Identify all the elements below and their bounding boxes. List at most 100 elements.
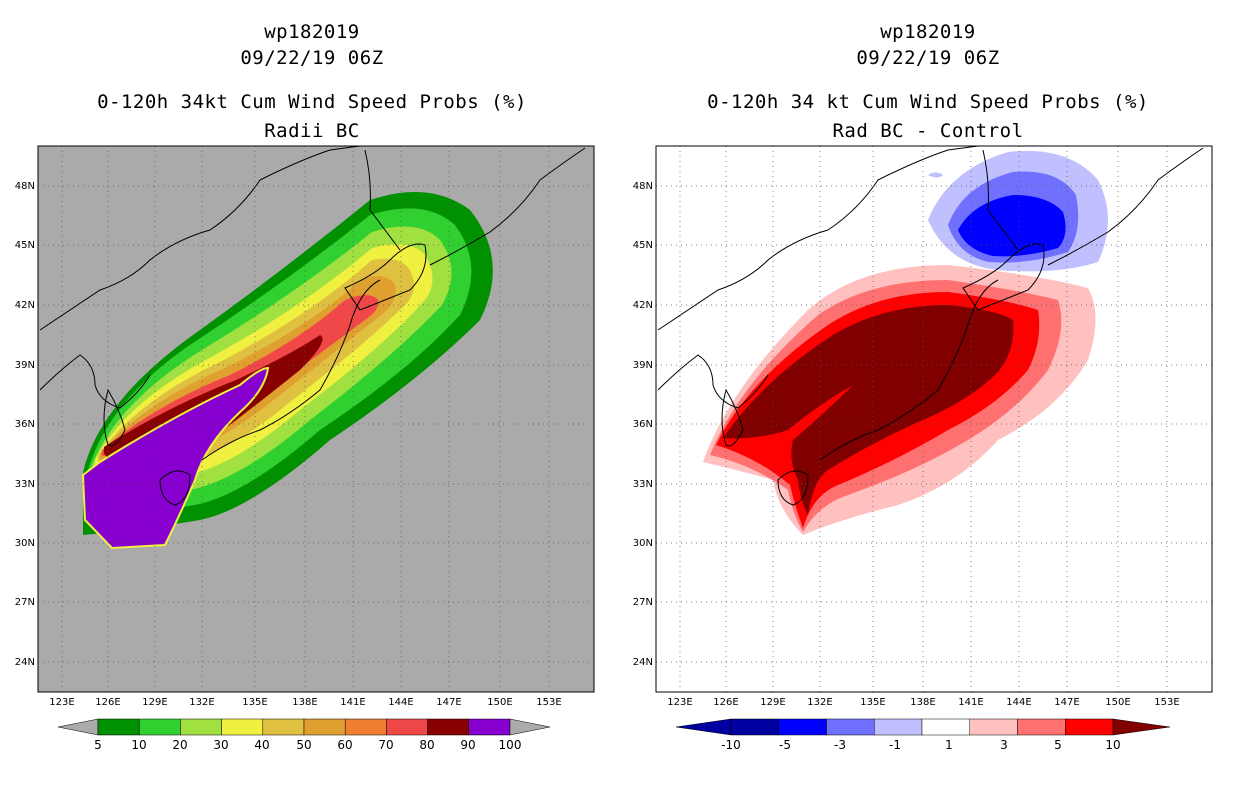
lat-label: 39N [633,360,653,371]
right-positive-contours [703,265,1096,535]
lat-label: 48N [15,181,35,192]
colorbar-label: 30 [213,738,228,752]
colorbar-label: 80 [419,738,434,752]
lon-label: 129E [142,697,167,708]
right-lat-labels: 48N 45N 42N 39N 36N 33N 30N 27N 24N [633,181,653,668]
lon-label: 135E [242,697,267,708]
lon-label: 123E [49,697,74,708]
lat-label: 27N [633,597,653,608]
lon-label: 132E [189,697,214,708]
lon-label: 126E [713,697,738,708]
colorbar-label: 100 [499,738,522,752]
colorbar-label: 10 [1105,738,1120,752]
colorbar-swatch [303,718,346,736]
colorbar-swatch [921,718,970,736]
left-gridlines [38,146,594,692]
colorbar-swatch [138,718,181,736]
lat-label: 24N [633,657,653,668]
lon-label: 141E [340,697,365,708]
left-title-date: 09/22/19 06Z [240,47,384,69]
colorbar-swatch [1017,718,1066,736]
lat-label: 42N [15,300,35,311]
colorbar-label: 5 [94,738,102,752]
right-gridlines [656,146,1212,692]
left-lon-labels: 123E 126E 129E 132E 135E 138E 141E 144E … [49,697,561,708]
lon-label: 138E [910,697,935,708]
lon-label: 153E [536,697,561,708]
right-title-storm-id: wp182019 [880,21,976,43]
right-coastlines [657,145,1204,506]
lon-label: 123E [667,697,692,708]
right-map-frame [655,145,1213,693]
lat-label: 45N [15,240,35,251]
colorbar-swatch [386,718,428,736]
lon-label: 135E [860,697,885,708]
colorbar-swatch [262,718,305,736]
lat-label: 39N [15,360,35,371]
colorbar-label: 60 [337,738,352,752]
left-title-storm-id: wp182019 [264,21,360,43]
lat-label: 42N [633,300,653,311]
colorbar-swatch [778,718,827,736]
colorbar-label: 5 [1054,738,1062,752]
lon-label: 132E [807,697,832,708]
colorbar-swatch [427,718,470,736]
lon-label: 147E [1054,697,1079,708]
left-title-subtitle: Radii BC [264,120,360,142]
colorbar-label: 90 [460,738,475,752]
lat-label: 45N [633,240,653,251]
lat-label: 48N [633,181,653,192]
right-title-subtitle: Rad BC - Control [832,120,1024,142]
colorbar-swatch [1065,718,1114,736]
colorbar-swatch [97,718,140,736]
lon-label: 141E [958,697,983,708]
left-colorbar: 5 10 20 30 40 50 60 70 80 90 100 [57,718,551,752]
lon-label: 144E [388,697,413,708]
colorbar-low-arrow [57,718,99,736]
colorbar-label: -3 [834,738,846,752]
lat-label: 36N [633,419,653,430]
colorbar-label: -5 [779,738,791,752]
lon-label: 147E [436,697,461,708]
lat-label: 33N [633,479,653,490]
left-map-frame [37,145,595,693]
right-title-date: 09/22/19 06Z [856,47,1000,69]
colorbar-label: 50 [296,738,311,752]
lat-label: 30N [633,538,653,549]
colorbar-label: 1 [945,738,953,752]
left-coastlines [39,145,586,506]
lat-label: 33N [15,479,35,490]
right-map-panel: 48N 45N 42N 39N 36N 33N 30N 27N 24N 123E… [633,145,1213,752]
right-title-product: 0-120h 34 kt Cum Wind Speed Probs (%) [707,91,1149,113]
colorbar-swatch [730,718,779,736]
right-negative-contours [928,150,1108,272]
colorbar-label: 70 [378,738,393,752]
left-title-product: 0-120h 34kt Cum Wind Speed Probs (%) [97,91,527,113]
lon-label: 150E [487,697,512,708]
colorbar-swatch [180,718,222,736]
lat-label: 24N [15,657,35,668]
colorbar-high-arrow [1112,718,1171,736]
colorbar-label: -10 [721,738,741,752]
colorbar-swatch [969,718,1018,736]
colorbar-swatch [221,718,264,736]
left-lat-labels: 48N 45N 42N 39N 36N 33N 30N 27N 24N [15,181,35,668]
left-map-panel: 48N 45N 42N 39N 36N 33N 30N 27N 24N 123E… [15,145,595,752]
lon-label: 153E [1154,697,1179,708]
colorbar-high-arrow [509,718,551,736]
colorbar-label: 20 [172,738,187,752]
lat-label: 36N [15,419,35,430]
colorbar-label: 3 [1000,738,1008,752]
colorbar-label: 40 [254,738,269,752]
colorbar-swatch [874,718,923,736]
right-colorbar: -10 -5 -3 -1 1 3 5 10 [675,718,1171,752]
colorbar-swatch [826,718,875,736]
colorbar-low-arrow [675,718,732,736]
lat-label: 27N [15,597,35,608]
colorbar-label: 10 [131,738,146,752]
lat-label: 30N [15,538,35,549]
colorbar-swatch [344,718,387,736]
right-lon-labels: 123E 126E 129E 132E 135E 138E 141E 144E … [667,697,1179,708]
lon-label: 126E [95,697,120,708]
left-probability-contours [81,192,493,550]
